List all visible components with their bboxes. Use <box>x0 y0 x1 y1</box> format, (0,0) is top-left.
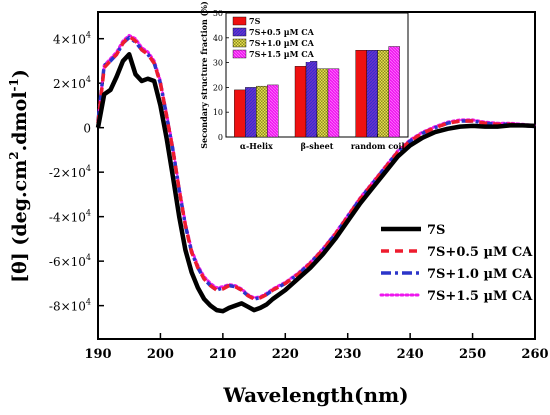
plot-frame <box>97 11 536 340</box>
inset-bar <box>316 68 329 138</box>
inset-y-tick-label: 30 <box>213 59 223 68</box>
y-axis-ticks: 4×104 2×104 0 -2×104 -4×104 -6×104 -8×104 <box>49 31 104 314</box>
main-line-chart: 190 200 210 220 230 240 250 260 4×1042×1040-2×1… <box>7 11 549 407</box>
inset-legend-swatch <box>232 49 247 59</box>
inset-legend-swatch <box>232 27 247 37</box>
y-tick-label: -8×104 <box>49 298 91 314</box>
legend-label: 7S+1.0 µM CA <box>427 267 533 282</box>
main-legend: 7S 7S+0.5 µM CA 7S+1.0 µM CA 7S+1.5 µM CA <box>379 223 533 304</box>
legend-label: 7S+0.5 µM CA <box>427 245 533 260</box>
inset-bar <box>388 46 400 138</box>
inset-bar <box>294 66 307 138</box>
inset-legend-label: 7S+1.0 µM CA <box>249 38 315 48</box>
inset-axes: 0 10 20 30 40 50 <box>213 9 229 142</box>
inset-bar <box>245 87 257 138</box>
inset-y-tick-label: 10 <box>213 108 223 117</box>
legend-label: 7S+1.5 µM CA <box>427 289 533 304</box>
inset-y-tick-label: 40 <box>213 34 223 43</box>
inset-bar <box>377 50 389 138</box>
inset-bar <box>355 50 367 138</box>
inset-y-tick-label: 0 <box>218 133 223 142</box>
x-axis-title: Wavelength(nm) <box>222 383 408 407</box>
inset-bar-chart: α-Helix β-sheet random coil 0 10 20 30 40 50 Se… <box>199 1 409 151</box>
y-tick-label: -4×104 <box>49 209 91 225</box>
x-tick-label: 190 <box>84 347 111 362</box>
x-tick-label: 220 <box>272 347 299 362</box>
inset-bar <box>234 89 246 138</box>
x-tick-label: 230 <box>334 347 361 362</box>
inset-bar <box>305 61 318 138</box>
inset-bar <box>366 50 378 138</box>
inset-bar <box>267 84 279 138</box>
spectrum-lines <box>95 33 537 314</box>
series-line <box>96 34 536 301</box>
x-tick-label: 260 <box>521 347 548 362</box>
inset-legend-label: 7S+0.5 µM CA <box>249 27 315 37</box>
inset-bars: α-Helix β-sheet random coil <box>234 46 405 151</box>
inset-legend-swatch <box>232 38 247 48</box>
inset-bar <box>327 68 340 138</box>
inset-legend-label: 7S+1.5 µM CA <box>249 49 315 59</box>
inset-y-tick-label: 50 <box>213 9 223 18</box>
inset-category-label: α-Helix <box>240 141 273 151</box>
x-tick-label: 250 <box>459 347 486 362</box>
x-tick-label: 200 <box>147 347 174 362</box>
inset-bar <box>256 85 268 138</box>
series-line <box>95 52 536 314</box>
y-tick-label: 2×104 <box>53 75 91 91</box>
y-tick-label: -2×104 <box>49 164 91 180</box>
inset-legend-swatch <box>232 16 247 26</box>
inset-y-axis-title: Secondary structure fraction (%) <box>199 1 209 149</box>
inset-legend-label: 7S <box>249 16 261 26</box>
inset-category-label: random coil <box>351 141 405 151</box>
y-axis-title: [θ] (deg.cm2.dmol-1) <box>7 69 31 283</box>
inset-y-tick-label: 20 <box>213 83 223 92</box>
x-tick-label: 210 <box>209 347 236 362</box>
y-tick-label: -6×104 <box>49 253 91 269</box>
x-axis-ticks: 190 200 210 220 230 240 250 260 <box>84 333 549 362</box>
y-tick-label: 0 <box>83 122 91 136</box>
legend-label: 7S <box>427 223 445 238</box>
x-tick-label: 240 <box>397 347 424 362</box>
inset-category-label: β-sheet <box>301 141 334 151</box>
y-tick-label: 4×104 <box>53 31 91 47</box>
